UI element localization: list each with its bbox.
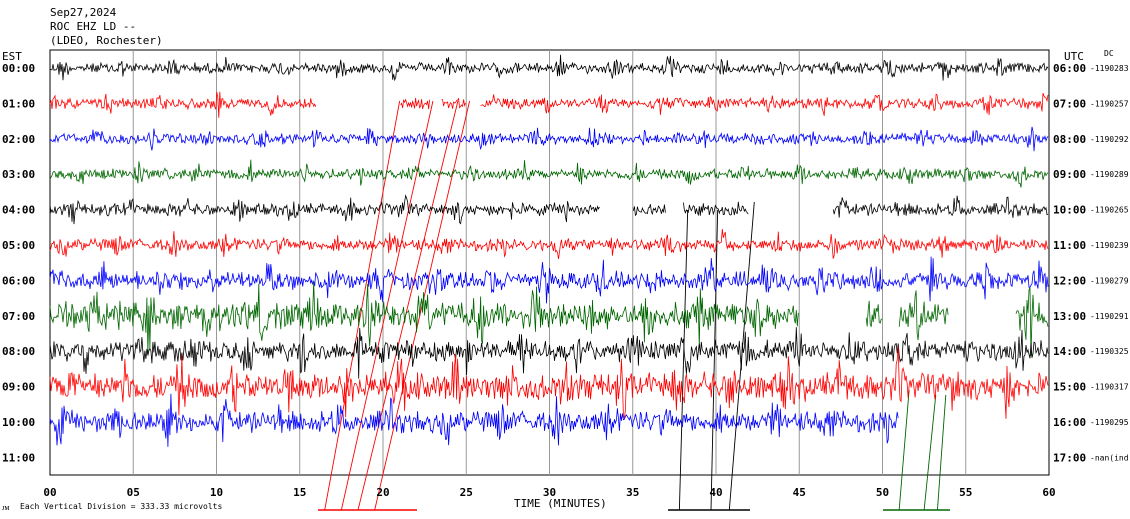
trace-5: [49, 228, 1049, 260]
dc-value-9: -1190317: [1090, 383, 1129, 392]
right-time-6: 12:00: [1053, 274, 1086, 287]
right-time-4: 10:00: [1053, 204, 1086, 217]
traces-group: [49, 54, 1049, 447]
left-zone-label: EST: [2, 50, 22, 63]
x-tick-30: 30: [543, 486, 556, 499]
dc-label: DC: [1104, 49, 1114, 58]
green-transient-1: [923, 394, 937, 511]
x-tick-45: 45: [793, 486, 806, 499]
trace-1: [49, 91, 1049, 118]
x-tick-00: 00: [43, 486, 56, 499]
dc-value-10: -1190295: [1090, 418, 1129, 427]
dc-value-2: -1190292: [1090, 135, 1129, 144]
red-transient-1: [340, 100, 434, 511]
x-tick-60: 60: [1042, 486, 1055, 499]
left-time-1: 01:00: [2, 97, 35, 110]
trace-8: [49, 327, 1049, 379]
dc-value-3: -1190289: [1090, 170, 1129, 179]
black-transient-1: [710, 209, 719, 511]
left-time-11: 11:00: [2, 451, 35, 464]
green-transient-0: [898, 389, 910, 511]
trace-2: [49, 126, 1049, 152]
vertical-division-note: Each Vertical Division = 333.33 microvol…: [20, 502, 222, 511]
left-time-10: 10:00: [2, 416, 35, 429]
dc-value-8: -1190325: [1090, 347, 1129, 356]
x-tick-50: 50: [876, 486, 889, 499]
x-axis-label: TIME (MINUTES): [514, 497, 607, 510]
dc-value-7: -1190291: [1090, 312, 1129, 321]
trace-3: [49, 159, 1049, 188]
x-tick-25: 25: [460, 486, 473, 499]
red-transient-2: [357, 100, 459, 511]
trace-7: [49, 281, 1049, 356]
x-tick-35: 35: [626, 486, 639, 499]
right-time-7: 13:00: [1053, 310, 1086, 323]
right-time-9: 15:00: [1053, 381, 1086, 394]
right-time-1: 07:00: [1053, 97, 1086, 110]
dc-value-0: -1190283: [1090, 64, 1129, 73]
left-time-9: 09:00: [2, 381, 35, 394]
dc-value-1: -1190257: [1090, 99, 1129, 108]
header-date: Sep27,2024: [50, 6, 117, 19]
left-time-4: 04:00: [2, 204, 35, 217]
left-time-0: 00:00: [2, 62, 35, 75]
left-time-7: 07:00: [2, 310, 35, 323]
x-tick-10: 10: [210, 486, 223, 499]
dc-value-11: -nan(ind: [1090, 453, 1129, 462]
right-time-3: 09:00: [1053, 168, 1086, 181]
right-time-2: 08:00: [1053, 133, 1086, 146]
trace-4: [49, 194, 1049, 225]
trace-0: [49, 54, 1049, 82]
transient-lines: [324, 100, 947, 511]
dc-value-6: -1190279: [1090, 276, 1129, 285]
left-time-3: 03:00: [2, 168, 35, 181]
time-grid: [132, 50, 967, 475]
left-time-8: 08:00: [2, 345, 35, 358]
right-time-10: 16:00: [1053, 416, 1086, 429]
x-tick-55: 55: [959, 486, 972, 499]
right-time-0: 06:00: [1053, 62, 1086, 75]
left-time-6: 06:00: [2, 274, 35, 287]
dc-value-5: -1190239: [1090, 241, 1129, 250]
right-time-11: 17:00: [1053, 451, 1086, 464]
left-time-5: 05:00: [2, 239, 35, 252]
footer-marker-icon: ᴊᴍ: [2, 503, 9, 512]
black-transient-0: [678, 209, 689, 511]
x-tick-15: 15: [293, 486, 306, 499]
right-time-8: 14:00: [1053, 345, 1086, 358]
x-tick-05: 05: [127, 486, 140, 499]
trace-6: [49, 256, 1049, 304]
dc-value-4: -1190265: [1090, 206, 1129, 215]
green-transient-2: [936, 394, 947, 511]
header-network: (LDEO, Rochester): [50, 34, 163, 47]
x-tick-20: 20: [376, 486, 389, 499]
right-time-labels: 06:00 -1190283 07:00 -1190257 08:00 -1190292 0…: [1053, 62, 1129, 464]
left-time-labels: 00:00 01:00 02:00 03:00 04:00 05:00 06:00 07:00…: [2, 62, 35, 464]
right-zone-label: UTC: [1064, 50, 1084, 63]
trace-9: [49, 346, 1049, 419]
trace-10: [49, 393, 899, 447]
red-transient-0: [324, 100, 401, 511]
right-time-5: 11:00: [1053, 239, 1086, 252]
header-station: ROC EHZ LD --: [50, 20, 136, 33]
x-tick-labels: 00 05 10 15 20 25 30 35 40 45 50 55 60: [43, 486, 1055, 499]
left-time-2: 02:00: [2, 133, 35, 146]
x-tick-40: 40: [709, 486, 722, 499]
